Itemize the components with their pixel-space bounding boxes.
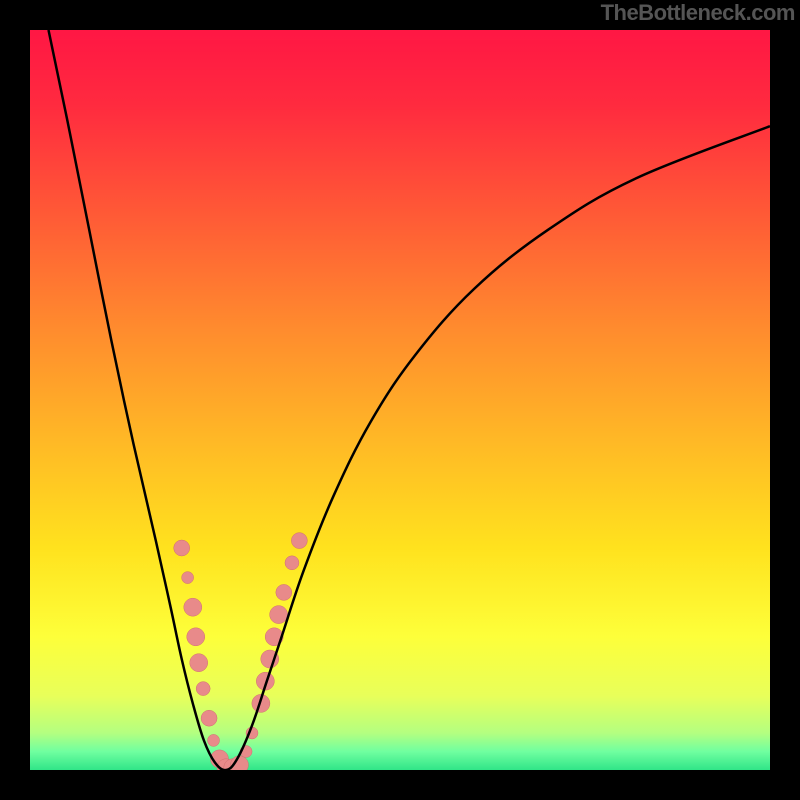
data-markers [174, 533, 308, 770]
data-marker [208, 734, 220, 746]
data-marker [230, 756, 248, 770]
data-marker [184, 598, 202, 616]
bottleneck-curve [30, 30, 770, 770]
figure-container: TheBottleneck.com [0, 0, 800, 800]
watermark-text: TheBottleneck.com [601, 0, 795, 26]
data-marker [196, 682, 210, 696]
data-marker [174, 540, 190, 556]
data-marker [201, 710, 217, 726]
curve-line [49, 30, 771, 770]
data-marker [285, 556, 299, 570]
data-marker [276, 584, 292, 600]
plot-area [30, 30, 770, 770]
data-marker [270, 606, 288, 624]
data-marker [291, 533, 307, 549]
data-marker [187, 628, 205, 646]
data-marker [190, 654, 208, 672]
data-marker [182, 572, 194, 584]
